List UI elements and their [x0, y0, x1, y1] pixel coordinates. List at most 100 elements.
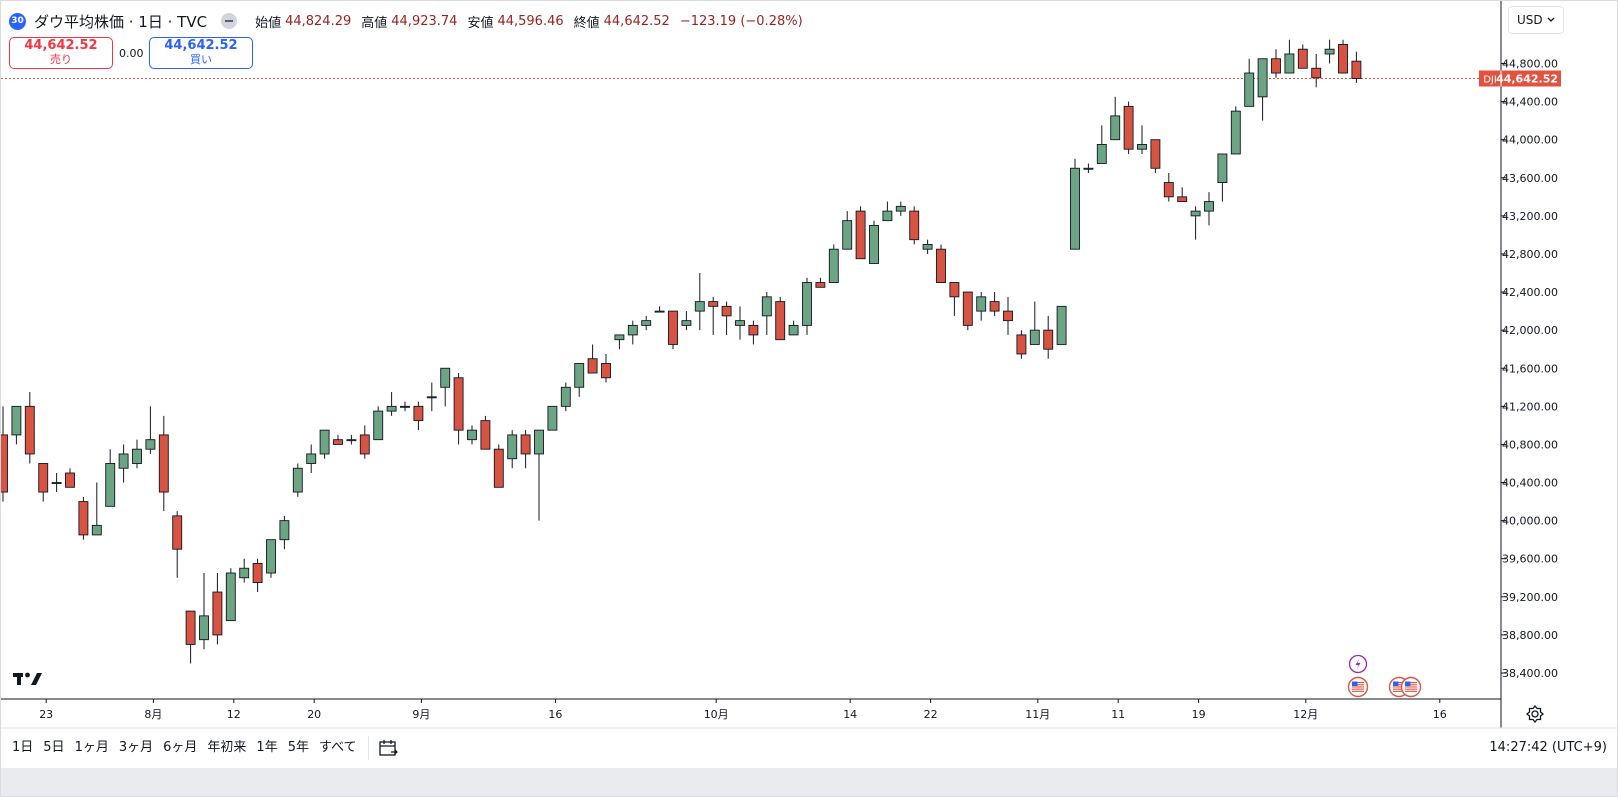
candle[interactable] [922, 239, 933, 254]
candle[interactable] [172, 511, 183, 578]
candle[interactable] [38, 463, 49, 502]
candle[interactable] [359, 425, 370, 459]
candle[interactable] [199, 573, 209, 650]
candle[interactable] [1, 406, 8, 502]
candle[interactable] [1070, 158, 1080, 250]
candle[interactable] [681, 311, 692, 331]
candle[interactable] [936, 244, 946, 283]
candle[interactable] [118, 444, 129, 483]
candle[interactable] [1297, 44, 1308, 69]
range-button[interactable]: 5日 [43, 740, 65, 755]
candle[interactable] [989, 292, 1000, 316]
candle[interactable] [976, 292, 987, 321]
candle[interactable] [333, 434, 343, 445]
range-button[interactable]: 5年 [287, 740, 309, 755]
candle[interactable] [480, 415, 491, 450]
range-button[interactable]: 6ヶ月 [163, 740, 198, 755]
candle[interactable] [185, 610, 196, 664]
candle[interactable] [882, 201, 893, 222]
candle[interactable] [386, 392, 397, 416]
candle[interactable] [1244, 58, 1255, 107]
candle[interactable] [1150, 139, 1161, 174]
candle[interactable] [520, 430, 531, 469]
candle[interactable] [453, 373, 464, 445]
candle[interactable] [373, 406, 384, 441]
candle[interactable] [306, 444, 317, 474]
candle[interactable] [949, 282, 960, 316]
candle[interactable] [1324, 39, 1335, 64]
candle[interactable] [145, 406, 156, 454]
dividend-flag-icon[interactable] [1348, 654, 1368, 674]
range-button[interactable]: 1年 [256, 740, 278, 755]
candle[interactable] [400, 401, 410, 412]
candle[interactable] [761, 292, 772, 335]
candle[interactable] [266, 539, 276, 578]
candle[interactable] [708, 296, 719, 335]
candle[interactable] [24, 392, 35, 464]
candle[interactable] [158, 415, 169, 512]
candle[interactable] [212, 573, 223, 645]
candle[interactable] [748, 320, 759, 345]
candle[interactable] [467, 425, 477, 445]
candle[interactable] [909, 206, 920, 245]
candle[interactable] [440, 367, 451, 407]
candle[interactable] [65, 468, 75, 488]
candle[interactable] [1083, 163, 1094, 174]
candle[interactable] [1311, 53, 1322, 88]
candle[interactable] [721, 301, 732, 335]
candle[interactable] [1257, 58, 1268, 121]
candle[interactable] [1123, 101, 1134, 154]
candle[interactable] [587, 344, 598, 374]
candle[interactable] [1029, 301, 1040, 345]
candle[interactable] [601, 353, 611, 383]
candle[interactable] [1271, 49, 1281, 78]
range-button[interactable]: 年初来 [207, 740, 247, 755]
candle[interactable] [346, 434, 357, 445]
candle[interactable] [1284, 39, 1295, 74]
candle[interactable] [842, 211, 853, 250]
candle[interactable] [547, 405, 558, 431]
candle[interactable] [654, 306, 665, 313]
candle[interactable] [413, 401, 424, 431]
candle[interactable] [775, 296, 786, 341]
candle[interactable] [895, 201, 906, 216]
symbol-title[interactable]: ダウ平均株価 · 1日 · TVC [34, 12, 208, 31]
candle[interactable] [1351, 51, 1362, 83]
candle[interactable] [1003, 296, 1013, 335]
candle[interactable] [694, 273, 705, 331]
candle[interactable] [1338, 39, 1348, 74]
us-flag-event-icon[interactable] [1400, 676, 1422, 698]
range-button[interactable]: 3ヶ月 [118, 740, 154, 755]
candle[interactable] [1096, 125, 1107, 164]
candle[interactable] [1043, 315, 1054, 359]
candle[interactable] [1217, 153, 1228, 202]
candle[interactable] [668, 310, 678, 350]
candle[interactable] [815, 277, 826, 288]
candle[interactable] [1230, 106, 1241, 155]
candle[interactable] [614, 334, 625, 350]
candle[interactable] [735, 306, 745, 340]
candle[interactable] [627, 320, 638, 345]
candle[interactable] [11, 405, 22, 445]
tradingview-logo[interactable] [13, 669, 43, 687]
candle[interactable] [828, 244, 839, 283]
sell-button[interactable]: 44,642.52 売り [9, 37, 113, 69]
gear-icon[interactable] [1525, 704, 1545, 724]
candle[interactable] [1056, 305, 1067, 345]
candle[interactable] [1177, 187, 1188, 203]
candle[interactable] [426, 382, 437, 412]
candle[interactable] [493, 444, 504, 488]
currency-select[interactable]: USD [1508, 6, 1564, 34]
candle[interactable] [1016, 330, 1027, 359]
range-button[interactable]: 1ヶ月 [74, 740, 109, 755]
candle[interactable] [132, 439, 142, 469]
candle[interactable] [105, 449, 116, 507]
candle[interactable] [279, 515, 290, 550]
us-flag-event-icon[interactable] [1347, 676, 1369, 698]
range-button[interactable]: 1日 [12, 740, 34, 755]
candle[interactable] [91, 482, 102, 536]
clock[interactable]: 14:27:42 (UTC+9) [1489, 740, 1607, 755]
candle[interactable] [252, 558, 263, 593]
candle[interactable] [788, 320, 799, 336]
